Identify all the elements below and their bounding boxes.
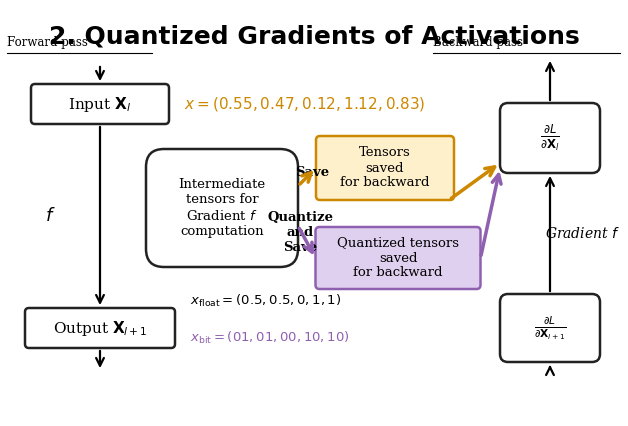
Text: Forward pass: Forward pass: [7, 36, 88, 49]
Text: Backward pass: Backward pass: [433, 36, 523, 49]
FancyBboxPatch shape: [146, 149, 298, 267]
FancyBboxPatch shape: [25, 308, 175, 348]
Text: Input $\mathbf{X}_l$: Input $\mathbf{X}_l$: [68, 95, 132, 113]
Text: Intermediate
tensors for
Gradient $f$
computation: Intermediate tensors for Gradient $f$ co…: [178, 178, 266, 238]
FancyBboxPatch shape: [500, 294, 600, 362]
Text: $\frac{\partial L}{\partial \mathbf{X}_{l+1}}$: $\frac{\partial L}{\partial \mathbf{X}_{…: [534, 314, 566, 342]
Text: Quantized tensors
saved
for backward: Quantized tensors saved for backward: [337, 236, 459, 279]
Text: $x_{\mathrm{bit}} = (01, 01, 00, 10, 10)$: $x_{\mathrm{bit}} = (01, 01, 00, 10, 10)…: [190, 330, 350, 346]
Text: Gradient $f$: Gradient $f$: [545, 225, 620, 241]
Text: $x = (0.55, 0.47, 0.12, 1.12, 0.83)$: $x = (0.55, 0.47, 0.12, 1.12, 0.83)$: [185, 95, 426, 113]
FancyBboxPatch shape: [31, 84, 169, 124]
Text: Output $\mathbf{X}_{l+1}$: Output $\mathbf{X}_{l+1}$: [53, 319, 148, 337]
Text: $x_{\mathrm{float}} = (0.5, 0.5, 0, 1, 1)$: $x_{\mathrm{float}} = (0.5, 0.5, 0, 1, 1…: [190, 293, 342, 309]
Text: Quantize
and
Save: Quantize and Save: [267, 211, 333, 254]
Text: Tensors
saved
for backward: Tensors saved for backward: [340, 147, 430, 190]
FancyBboxPatch shape: [316, 136, 454, 200]
Text: $f$: $f$: [45, 207, 55, 225]
Text: $\frac{\partial L}{\partial \mathbf{X}_l}$: $\frac{\partial L}{\partial \mathbf{X}_l…: [540, 123, 560, 153]
FancyBboxPatch shape: [500, 103, 600, 173]
Text: Save: Save: [295, 167, 329, 179]
FancyBboxPatch shape: [315, 227, 480, 289]
Text: 2. Quantized Gradients of Activations: 2. Quantized Gradients of Activations: [48, 24, 580, 48]
